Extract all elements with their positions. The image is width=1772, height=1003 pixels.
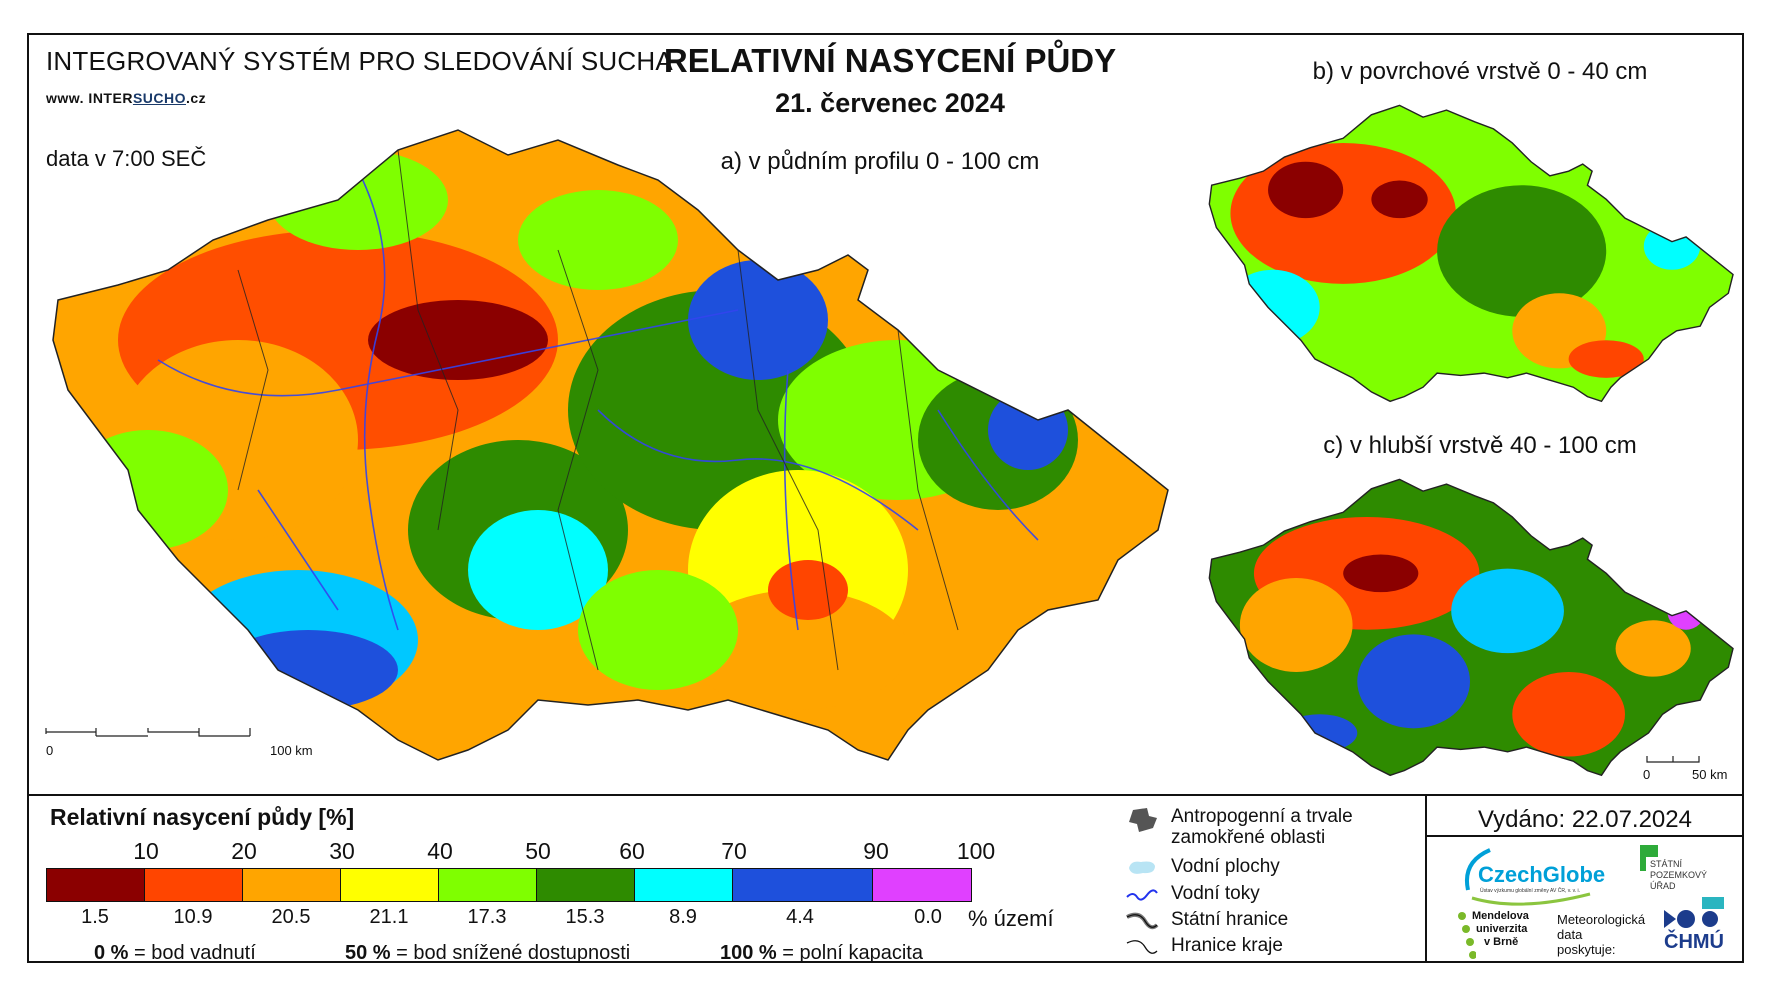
legend-area-percent: 20.5 <box>271 906 311 928</box>
mendel-line-3: v Brně <box>1484 936 1519 948</box>
footer-vertical-separator <box>1425 794 1427 963</box>
website-link[interactable]: www. INTERSUCHO.cz <box>46 90 206 106</box>
legend-threshold: 70 <box>721 838 747 864</box>
legend-threshold: 60 <box>619 838 645 864</box>
map-a-label: a) v půdním profilu 0 - 100 cm <box>720 148 1040 175</box>
legend-swatch-9 <box>873 869 971 901</box>
state-border-label: Státní hranice <box>1171 909 1289 930</box>
water-bodies-label: Vodní plochy <box>1171 856 1280 877</box>
def-capacity-text: = polní kapacita <box>782 942 923 964</box>
symbol-rivers: Vodní toky <box>1125 883 1260 905</box>
legend-title: Relativní nasycení půdy [%] <box>50 804 355 830</box>
spu-line-3: ÚŘAD <box>1650 881 1676 891</box>
def-reduced-availability: 50 % = bod snížené dostupnosti <box>345 942 630 965</box>
page-title: RELATIVNÍ NASYCENÍ PŮDY <box>663 42 1117 79</box>
def-wilting-point: 0 % = bod vadnutí <box>94 942 256 965</box>
meteo-line-3: poskytuje: <box>1557 942 1616 957</box>
map-a-full-profile <box>52 129 1169 761</box>
system-name: INTEGROVANÝ SYSTÉM PRO SLEDOVÁNÍ SUCHA <box>46 46 673 76</box>
legend-threshold: 90 <box>863 838 889 864</box>
legend-area-percent: 0.0 <box>914 906 942 928</box>
legend-color-bar <box>46 868 972 902</box>
map-c-scale-bar <box>1646 756 1700 763</box>
symbol-state-border: Státní hranice <box>1125 909 1288 931</box>
def-reduced-value: 50 % <box>345 942 391 964</box>
legend-swatch-3 <box>243 869 341 901</box>
symbol-region-border: Hranice kraje <box>1125 935 1283 957</box>
legend-threshold: 50 <box>525 838 551 864</box>
legend-area-percent: 21.1 <box>369 906 409 928</box>
map-a-scale-end: 100 km <box>270 743 313 758</box>
chmu-symbol-icon <box>1664 910 1718 928</box>
region-border-label: Hranice kraje <box>1171 935 1283 956</box>
def-field-capacity: 100 % = polní kapacita <box>720 942 923 965</box>
anthropogenic-area-icon <box>1129 808 1157 832</box>
mendel-line-2: univerzita <box>1476 923 1528 935</box>
mendel-dots-icon <box>1458 912 1476 959</box>
legend-threshold: 20 <box>231 838 257 864</box>
spu-accent-icon <box>1702 897 1724 909</box>
legend-threshold: 100 <box>956 838 996 864</box>
legend-area-unit: % území <box>968 906 1054 931</box>
czechglobe-logo: CzechGlobe Ústav výzkumu globální změny … <box>1460 842 1620 912</box>
chmu-name: ČHMÚ <box>1664 931 1724 953</box>
legend-swatch-5 <box>439 869 537 901</box>
anthropogenic-label: Antropogenní a trvale zamokřené oblasti <box>1171 806 1353 848</box>
legend-area-percent: 17.3 <box>467 906 507 928</box>
meteo-line-2: data <box>1557 927 1583 942</box>
legend-swatch-1 <box>47 869 145 901</box>
legend-separator <box>27 794 1744 796</box>
chmu-credit: Meteorologická data poskytuje: ČHMÚ <box>1557 910 1724 957</box>
map-b-surface-layer <box>1208 104 1734 403</box>
map-c-label: c) v hlubší vrstvě 40 - 100 cm <box>1323 432 1637 459</box>
website-highlight: SUCHO <box>132 90 186 106</box>
legend-swatch-7 <box>635 869 733 901</box>
region-border-icon <box>1126 940 1158 954</box>
legend-swatch-4 <box>341 869 439 901</box>
mendel-line-1: Mendelova <box>1472 910 1529 922</box>
legend-threshold: 40 <box>427 838 453 864</box>
spu-mark-icon <box>1640 845 1658 871</box>
map-a-scale-start: 0 <box>46 743 54 758</box>
legend-area-percent: 1.5 <box>81 906 109 928</box>
symbol-water-bodies: Vodní plochy <box>1125 856 1280 878</box>
map-date: 21. červenec 2024 <box>775 88 1005 118</box>
issued-date: Vydáno: 22.07.2024 <box>1478 806 1692 833</box>
czechglobe-arc-icon <box>1465 848 1591 906</box>
def-wilting-value: 0 % <box>94 942 129 964</box>
meteo-line-1: Meteorologická <box>1557 912 1646 927</box>
footer-horizontal-separator <box>1425 835 1744 837</box>
legend-area-percent: 15.3 <box>565 906 605 928</box>
legend-threshold: 10 <box>133 838 159 864</box>
legend-swatch-8 <box>733 869 873 901</box>
water-body-icon <box>1129 861 1155 874</box>
def-reduced-text: = bod snížené dostupnosti <box>396 942 631 964</box>
map-c-scale-end: 50 km <box>1692 767 1728 782</box>
state-border-icon <box>1126 912 1159 930</box>
spu-line-2: POZEMKOVÝ <box>1650 870 1708 880</box>
def-capacity-value: 100 % <box>720 942 777 964</box>
legend-swatch-2 <box>145 869 243 901</box>
legend-area-percent: 8.9 <box>669 906 697 928</box>
legend-area-percent: 10.9 <box>173 906 213 928</box>
def-wilting-text: = bod vadnutí <box>134 942 256 964</box>
map-b-label: b) v povrchové vrstvě 0 - 40 cm <box>1312 58 1648 85</box>
legend-area-percent: 4.4 <box>786 906 814 928</box>
website-prefix: www. INTER <box>46 90 133 106</box>
data-time: data v 7:00 SEČ <box>46 146 207 171</box>
river-line-icon <box>1126 889 1158 901</box>
spu-logo: STÁTNÍ POZEMKOVÝ ÚŘAD <box>1640 845 1735 925</box>
czechglobe-subtitle: Ústav výzkumu globální změny AV ČR, v. v… <box>1480 888 1581 894</box>
rivers-label: Vodní toky <box>1171 883 1260 904</box>
spu-line-1: STÁTNÍ <box>1650 859 1683 869</box>
symbol-anthropogenic: Antropogenní a trvale zamokřené oblasti <box>1125 806 1425 848</box>
czechglobe-name: CzechGlobe <box>1478 862 1606 887</box>
website-suffix: .cz <box>186 90 207 106</box>
map-a-scale-bar <box>45 728 251 737</box>
map-c-scale-start: 0 <box>1643 767 1651 782</box>
map-c-deep-layer <box>1208 478 1734 777</box>
legend-threshold: 30 <box>329 838 355 864</box>
legend-swatch-6 <box>537 869 635 901</box>
